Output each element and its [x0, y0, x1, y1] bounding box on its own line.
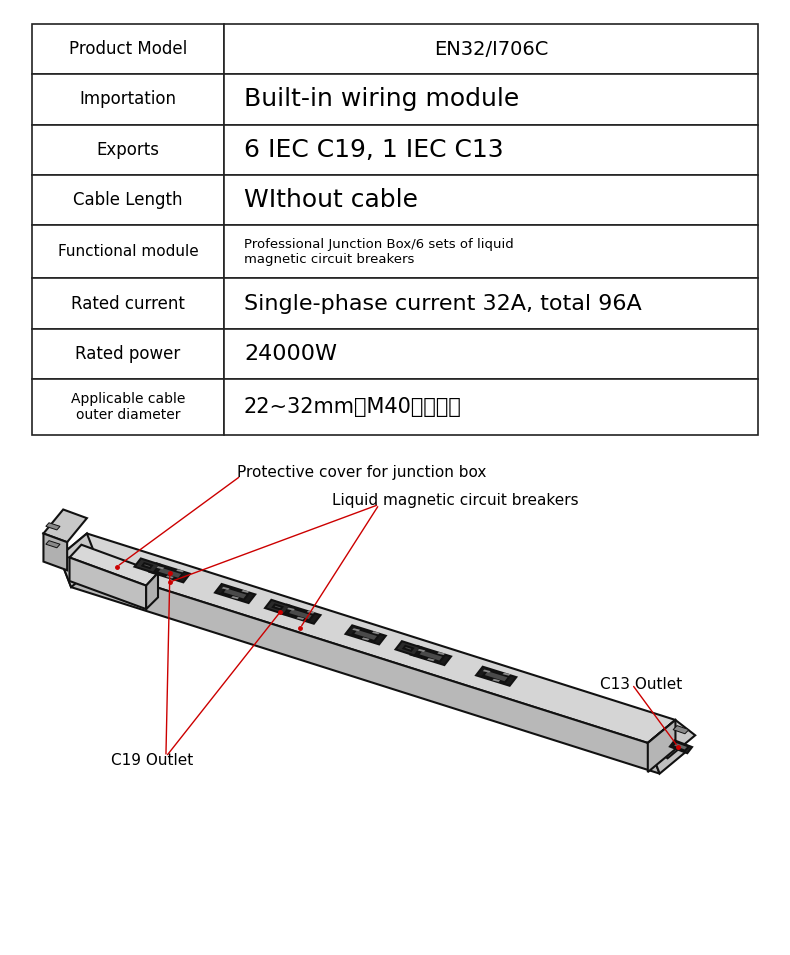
Text: Rated power: Rated power	[75, 345, 181, 363]
Polygon shape	[142, 563, 152, 568]
Polygon shape	[288, 608, 314, 621]
Bar	[32, 225, 224, 278]
Polygon shape	[502, 672, 510, 676]
Polygon shape	[648, 720, 695, 758]
Polygon shape	[215, 584, 255, 603]
Text: Functional module: Functional module	[58, 244, 198, 260]
Polygon shape	[70, 558, 146, 609]
Polygon shape	[176, 569, 184, 572]
Bar	[224, 225, 758, 278]
Polygon shape	[287, 607, 295, 610]
Polygon shape	[280, 605, 321, 624]
Polygon shape	[46, 541, 60, 548]
Polygon shape	[673, 742, 689, 751]
Polygon shape	[648, 720, 687, 774]
Text: 22~32mm（M40格兰头）: 22~32mm（M40格兰头）	[244, 397, 462, 416]
Text: Cable Length: Cable Length	[73, 191, 182, 209]
Polygon shape	[59, 534, 675, 743]
Polygon shape	[396, 641, 421, 655]
Bar	[32, 278, 224, 329]
Text: EN32/I706C: EN32/I706C	[435, 39, 548, 58]
Polygon shape	[222, 587, 230, 590]
Text: Protective cover for junction box: Protective cover for junction box	[237, 465, 487, 479]
Polygon shape	[476, 667, 517, 686]
Text: WIthout cable: WIthout cable	[244, 188, 418, 212]
Polygon shape	[46, 522, 60, 530]
Text: Professional Junction Box/6 sets of liquid
magnetic circuit breakers: Professional Junction Box/6 sets of liqu…	[244, 238, 514, 265]
Polygon shape	[231, 596, 239, 599]
Bar	[32, 125, 224, 175]
Bar	[224, 24, 758, 74]
Text: Single-phase current 32A, total 96A: Single-phase current 32A, total 96A	[244, 293, 641, 313]
Bar	[32, 74, 224, 125]
Bar	[32, 175, 224, 225]
Polygon shape	[670, 740, 692, 753]
Text: Importation: Importation	[80, 91, 176, 109]
Bar	[32, 329, 224, 379]
Bar	[224, 74, 758, 125]
Polygon shape	[70, 544, 158, 585]
Polygon shape	[418, 649, 444, 662]
Bar	[224, 175, 758, 225]
Polygon shape	[417, 648, 425, 652]
Polygon shape	[59, 557, 660, 774]
Text: Applicable cable
outer diameter: Applicable cable outer diameter	[71, 392, 185, 422]
Polygon shape	[411, 646, 451, 665]
Text: Product Model: Product Model	[69, 40, 187, 58]
Polygon shape	[352, 628, 360, 631]
Bar	[224, 379, 758, 435]
Polygon shape	[352, 628, 378, 641]
Bar	[224, 329, 758, 379]
Text: 6 IEC C19, 1 IEC C13: 6 IEC C19, 1 IEC C13	[244, 138, 503, 161]
Polygon shape	[427, 658, 435, 661]
Polygon shape	[43, 509, 87, 542]
Text: Built-in wiring module: Built-in wiring module	[244, 88, 519, 112]
Text: C19 Outlet: C19 Outlet	[111, 753, 193, 769]
Polygon shape	[43, 534, 67, 570]
Polygon shape	[345, 626, 386, 645]
Polygon shape	[307, 610, 314, 614]
Polygon shape	[483, 670, 510, 683]
Polygon shape	[362, 637, 370, 641]
Bar	[224, 125, 758, 175]
Polygon shape	[483, 669, 491, 672]
Polygon shape	[265, 600, 290, 614]
Polygon shape	[156, 566, 164, 569]
Polygon shape	[372, 631, 380, 634]
Polygon shape	[672, 742, 689, 751]
Polygon shape	[146, 573, 158, 609]
Text: C13 Outlet: C13 Outlet	[600, 677, 683, 691]
Text: Liquid magnetic circuit breakers: Liquid magnetic circuit breakers	[332, 493, 578, 508]
Polygon shape	[59, 534, 99, 587]
Polygon shape	[156, 566, 183, 579]
Text: Rated current: Rated current	[71, 294, 185, 312]
Polygon shape	[242, 590, 250, 593]
Polygon shape	[404, 646, 413, 650]
Polygon shape	[437, 652, 445, 655]
Polygon shape	[150, 563, 190, 583]
Polygon shape	[492, 679, 500, 682]
Polygon shape	[673, 726, 689, 733]
Bar	[32, 379, 224, 435]
Bar	[224, 278, 758, 329]
Polygon shape	[273, 605, 282, 609]
Polygon shape	[296, 617, 304, 620]
Polygon shape	[648, 720, 675, 772]
Bar	[32, 24, 224, 74]
Text: 24000W: 24000W	[244, 344, 337, 364]
Polygon shape	[166, 575, 174, 579]
Text: Exports: Exports	[96, 140, 160, 159]
Polygon shape	[134, 559, 160, 573]
Polygon shape	[222, 587, 248, 600]
